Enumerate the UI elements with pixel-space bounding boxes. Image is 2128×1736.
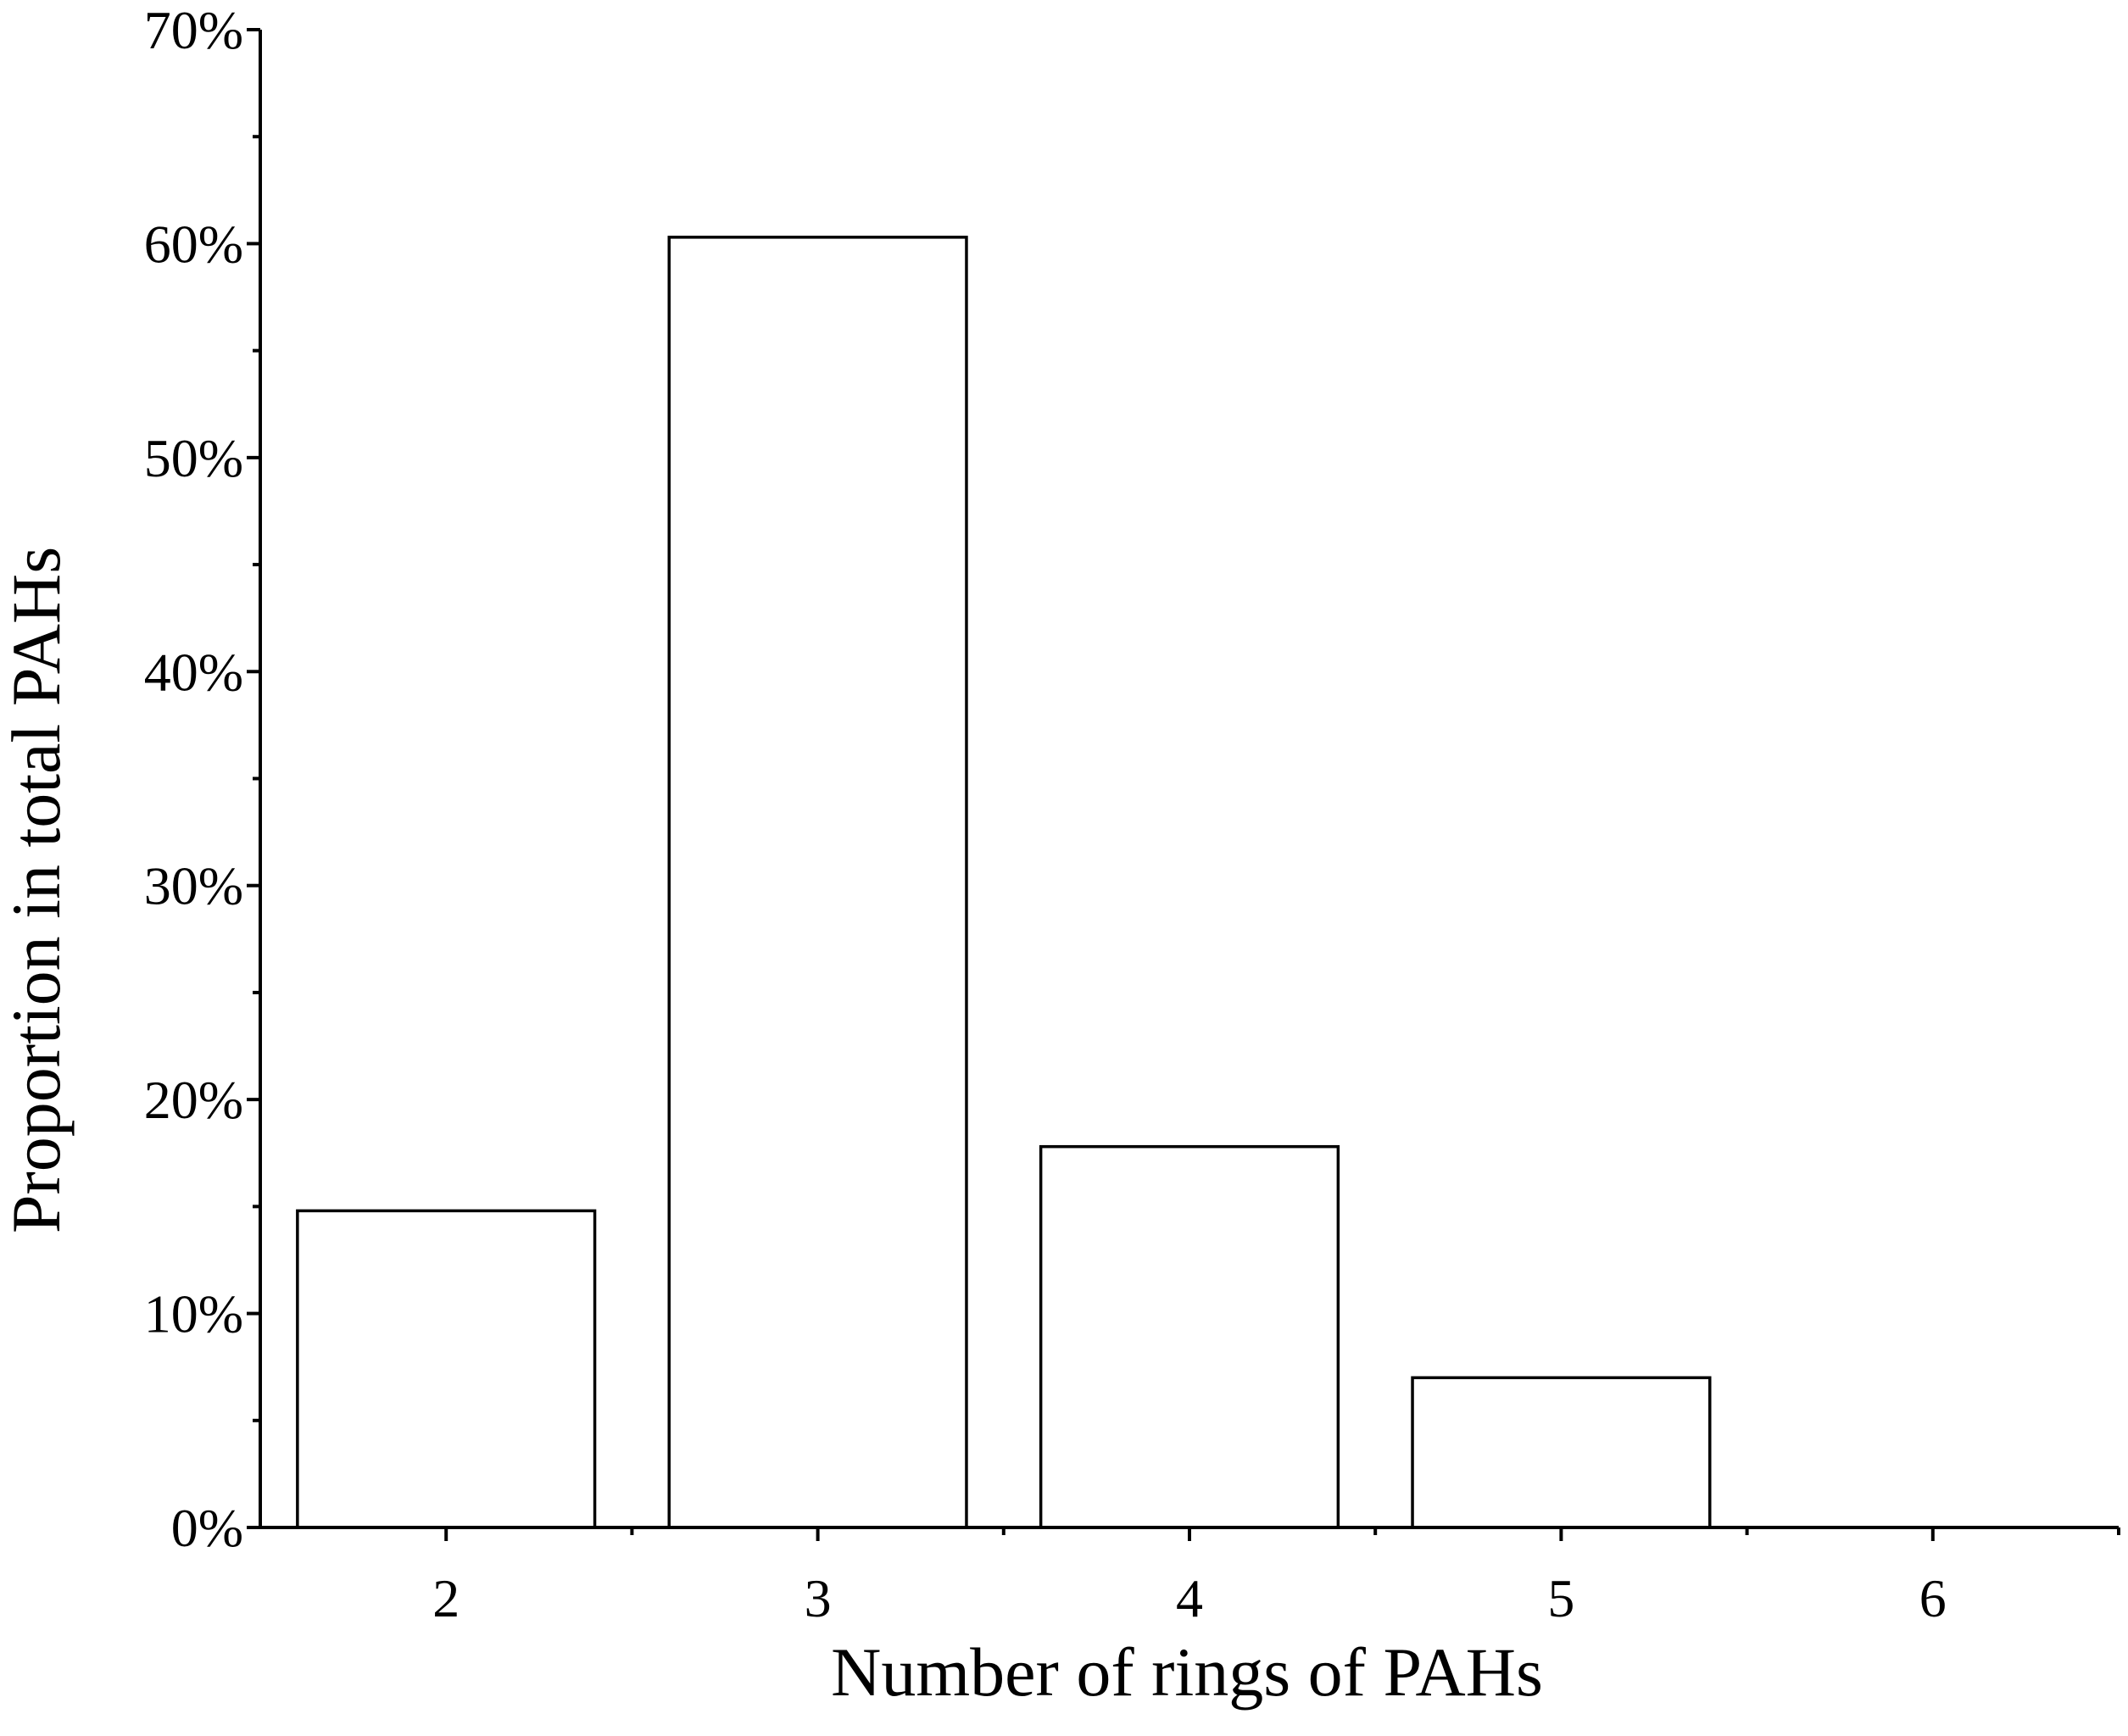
y-tick-label: 50% [144, 428, 243, 488]
bar [667, 236, 968, 1529]
y-tick-label: 0% [171, 1498, 243, 1558]
y-tick-label: 30% [144, 856, 243, 916]
bar [1039, 1144, 1340, 1529]
x-axis-title: Number of rings of PAHs [831, 1633, 1543, 1711]
bar [296, 1209, 597, 1529]
x-tick-label: 4 [1176, 1568, 1203, 1628]
x-tick-label: 5 [1547, 1568, 1574, 1628]
bar [1411, 1376, 1712, 1529]
y-tick-label: 60% [144, 214, 243, 274]
y-axis-title: Proportion in total PAHs [0, 547, 75, 1233]
x-tick-label: 6 [1919, 1568, 1947, 1628]
y-tick-label: 40% [144, 642, 243, 702]
y-tick-label: 20% [144, 1070, 243, 1130]
x-tick-label: 3 [805, 1568, 832, 1628]
y-tick-label: 10% [144, 1284, 243, 1344]
x-tick-label: 2 [432, 1568, 460, 1628]
y-tick-label: 70% [144, 0, 243, 60]
